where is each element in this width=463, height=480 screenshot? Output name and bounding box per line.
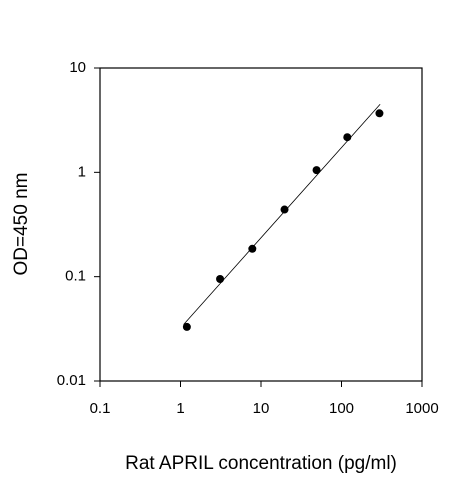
data-point [216,274,225,283]
data-point [375,109,384,118]
y-tick-label: 0.01 [57,372,86,389]
y-tick-label: 0.1 [65,268,86,285]
x-axis-title: Rat APRIL concentration (pg/ml) [125,453,397,474]
x-tick-label: 100 [329,400,354,417]
x-tick-label: 1 [176,400,184,417]
data-point [280,205,289,214]
x-tick-label: 10 [253,400,270,417]
fit-line [183,104,381,325]
y-axis-title: OD=450 nm [11,173,32,276]
y-tick-label: 1 [78,163,86,180]
data-point [248,244,257,253]
x-tick-label: 1000 [405,400,438,417]
data-point [343,133,352,142]
data-point [182,322,191,331]
plot-frame [99,67,423,382]
data-point [312,166,321,175]
y-tick-label: 10 [69,59,86,76]
x-tick-label: 0.1 [90,400,111,417]
